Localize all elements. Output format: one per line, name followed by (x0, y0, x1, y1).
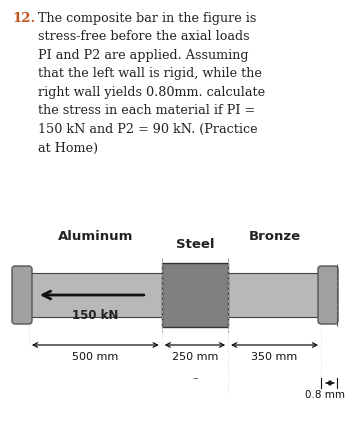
Text: right wall yields 0.80mm. calculate: right wall yields 0.80mm. calculate (38, 86, 265, 99)
Text: The composite bar in the figure is: The composite bar in the figure is (38, 12, 256, 25)
Text: –: – (192, 373, 198, 383)
Text: 150 kN: 150 kN (72, 309, 119, 322)
Text: Steel: Steel (176, 238, 214, 251)
Text: 12.: 12. (12, 12, 35, 25)
Text: Bronze: Bronze (248, 230, 301, 243)
Text: 90 kN: 90 kN (184, 286, 222, 299)
Text: 150 kN and P2 = 90 kN. (Practice: 150 kN and P2 = 90 kN. (Practice (38, 123, 258, 136)
Text: Aluminum: Aluminum (58, 230, 133, 243)
Text: the stress in each material if PI =: the stress in each material if PI = (38, 104, 255, 118)
Text: 250 mm: 250 mm (172, 352, 218, 362)
Text: at Home): at Home) (38, 142, 98, 154)
Text: PI and P2 are applied. Assuming: PI and P2 are applied. Assuming (38, 49, 248, 62)
Text: 0.8 mm: 0.8 mm (305, 390, 345, 400)
FancyBboxPatch shape (12, 266, 32, 324)
Text: stress-free before the axial loads: stress-free before the axial loads (38, 30, 250, 44)
Bar (228, 273, 321, 317)
Text: 350 mm: 350 mm (251, 352, 298, 362)
Bar (162, 263, 228, 327)
FancyBboxPatch shape (318, 266, 338, 324)
Bar (29, 273, 162, 317)
Text: that the left wall is rigid, while the: that the left wall is rigid, while the (38, 68, 262, 80)
Text: 500 mm: 500 mm (72, 352, 119, 362)
